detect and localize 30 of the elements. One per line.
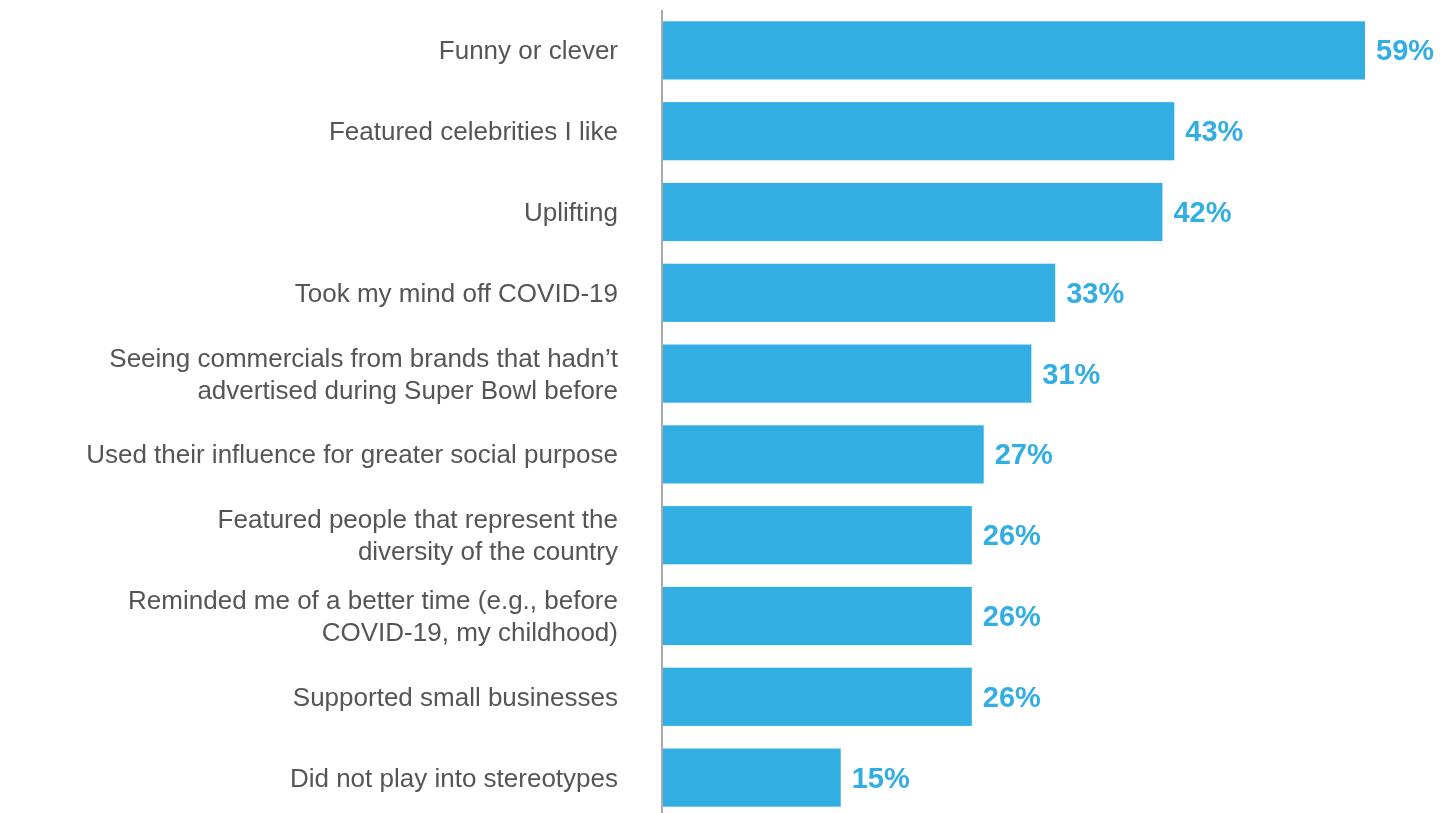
y-tick-label: Reminded me of a better time (e.g., before COVID-19, my childhood) — [128, 585, 618, 647]
bar — [662, 506, 972, 565]
y-tick-label: Uplifting — [524, 197, 618, 227]
data-label: 26% — [982, 600, 1042, 632]
y-tick-label: Featured people that represent the diversity of the country — [217, 504, 618, 567]
bar — [662, 748, 841, 807]
y-tick-label: Supported small businesses — [292, 681, 618, 712]
bar — [662, 667, 972, 726]
y-tick-label: Seeing commercials from brands that hadn’t advertised during Super Bowl before — [109, 342, 619, 405]
y-tick-label: Featured celebrities I like — [328, 116, 618, 147]
bar — [662, 263, 1056, 322]
bar — [662, 586, 972, 646]
bar — [662, 344, 1032, 403]
bar — [662, 182, 1163, 242]
data-label: 42% — [1173, 196, 1232, 228]
data-label: 15% — [851, 761, 910, 794]
bar — [662, 102, 1175, 161]
bar — [662, 21, 1365, 80]
y-tick-label: Did not play into stereotypes — [289, 762, 618, 793]
data-label: 43% — [1185, 115, 1244, 148]
data-label: 26% — [982, 519, 1042, 552]
data-label: 27% — [994, 438, 1053, 471]
data-label: 33% — [1066, 276, 1125, 309]
y-tick-label: Took my mind off COVID-19 — [294, 277, 618, 308]
y-tick-label: Funny or clever — [438, 35, 619, 66]
y-tick-label: Used their influence for greater social purpose — [86, 439, 618, 470]
data-label: 59% — [1376, 34, 1435, 67]
data-label: 31% — [1042, 357, 1101, 390]
bar — [662, 425, 984, 484]
data-label: 26% — [982, 680, 1042, 713]
